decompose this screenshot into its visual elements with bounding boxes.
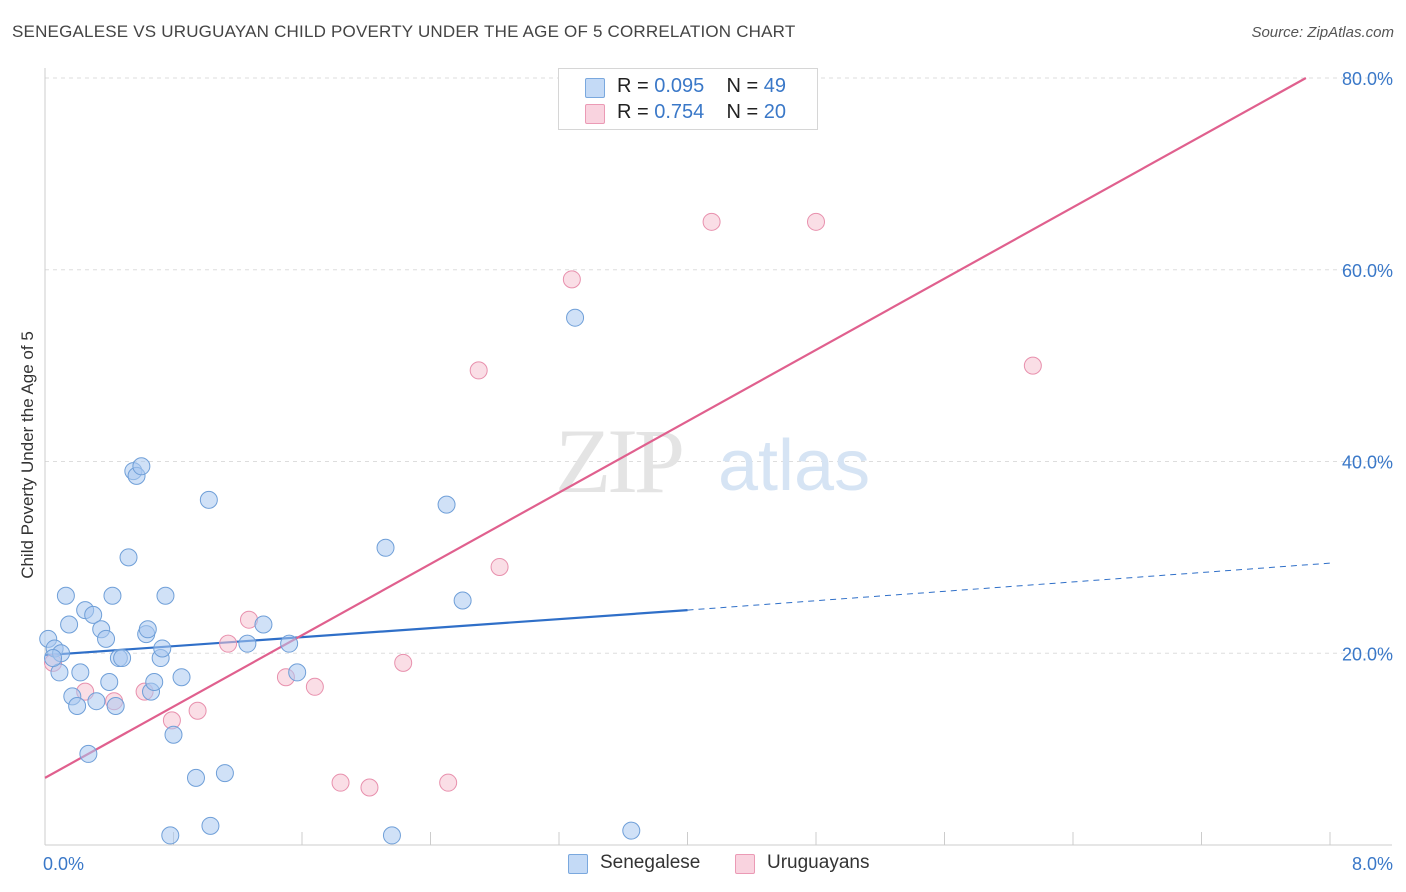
y-tick-label: 80.0% [1342, 69, 1393, 89]
point-uruguayans [360, 778, 379, 797]
point-senegalese [437, 495, 456, 514]
axes [44, 68, 1392, 846]
series-swatch-uruguayans [735, 854, 755, 874]
series-swatch-senegalese [568, 854, 588, 874]
point-uruguayans [188, 701, 207, 720]
legend-swatch-senegalese [585, 78, 605, 98]
series-label-uruguayans: Uruguayans [767, 852, 870, 873]
trend-line-senegalese-projection [687, 562, 1331, 611]
point-uruguayans [807, 212, 825, 231]
point-senegalese [79, 744, 98, 763]
point-uruguayans [439, 773, 458, 792]
point-senegalese [56, 586, 75, 605]
watermark-zip: ZIP [555, 410, 682, 512]
series-label-senegalese: Senegalese [600, 852, 701, 873]
point-uruguayans [305, 677, 324, 696]
point-senegalese [84, 605, 103, 624]
point-senegalese [622, 821, 641, 840]
point-senegalese [288, 663, 307, 682]
point-senegalese [254, 615, 273, 634]
legend-r-label: R = [617, 101, 655, 123]
watermark: ZIP atlas [555, 410, 870, 512]
point-senegalese [138, 620, 157, 639]
y-axis-label: Child Poverty Under the Age of 5 [18, 331, 37, 579]
point-senegalese [453, 591, 472, 610]
legend-n-value: 49 [763, 75, 787, 97]
point-senegalese [87, 692, 106, 711]
legend-r-label: R = [617, 75, 655, 97]
point-uruguayans [219, 634, 238, 653]
y-tick-label: 60.0% [1342, 261, 1393, 281]
point-uruguayans [469, 361, 488, 380]
legend-n-value: 20 [763, 101, 787, 123]
y-tick-label: 20.0% [1342, 644, 1393, 664]
trend-lines [44, 77, 1331, 779]
point-senegalese [153, 639, 172, 658]
point-senegalese [97, 629, 116, 648]
point-senegalese [215, 764, 234, 783]
legend-swatch-uruguayans [585, 104, 605, 124]
x-tick-label: 8.0% [1352, 854, 1393, 874]
point-senegalese [161, 826, 180, 845]
point-senegalese [566, 308, 585, 327]
point-senegalese [280, 634, 299, 653]
point-senegalese [376, 538, 395, 557]
watermark-atlas: atlas [718, 426, 870, 506]
chart-title: SENEGALESE VS URUGUAYAN CHILD POVERTY UN… [12, 22, 796, 41]
point-uruguayans [331, 773, 350, 792]
point-senegalese [119, 548, 138, 567]
gridlines [45, 77, 1392, 654]
point-senegalese [201, 816, 220, 835]
point-senegalese [71, 663, 90, 682]
point-senegalese [238, 634, 257, 653]
legend-r-value: 0.754 [654, 101, 705, 123]
point-uruguayans [562, 270, 581, 289]
legend-n-label: N = [726, 101, 764, 123]
point-senegalese [186, 768, 205, 787]
legend-r-value: 0.095 [654, 75, 705, 97]
point-senegalese [68, 696, 87, 715]
point-uruguayans [490, 557, 509, 576]
point-senegalese [103, 586, 122, 605]
point-senegalese [145, 673, 164, 692]
trend-line-uruguayans [44, 77, 1307, 779]
point-senegalese [156, 586, 175, 605]
point-senegalese [113, 649, 132, 668]
data-points [39, 212, 1042, 845]
point-uruguayans [702, 212, 721, 231]
point-senegalese [382, 826, 401, 845]
x-tick-label: 0.0% [43, 854, 84, 874]
point-uruguayans [394, 653, 413, 672]
source-credit: Source: ZipAtlas.com [1251, 24, 1394, 41]
tick-labels: 20.0% 40.0% 60.0% 80.0% 0.0% 8.0% [43, 69, 1393, 874]
point-senegalese [199, 490, 218, 509]
y-tick-label: 40.0% [1342, 453, 1393, 473]
point-senegalese [106, 696, 125, 715]
trend-line-senegalese [44, 609, 688, 657]
point-senegalese [172, 668, 191, 687]
point-senegalese [44, 649, 63, 668]
point-senegalese [60, 615, 79, 634]
point-uruguayans [1023, 356, 1042, 375]
point-senegalese [132, 457, 151, 476]
legend-n-label: N = [726, 75, 764, 97]
correlation-legend: R = 0.095 N = 49 R = 0.754 N = 20 [558, 68, 818, 130]
point-senegalese [164, 725, 183, 744]
point-senegalese [100, 673, 119, 692]
